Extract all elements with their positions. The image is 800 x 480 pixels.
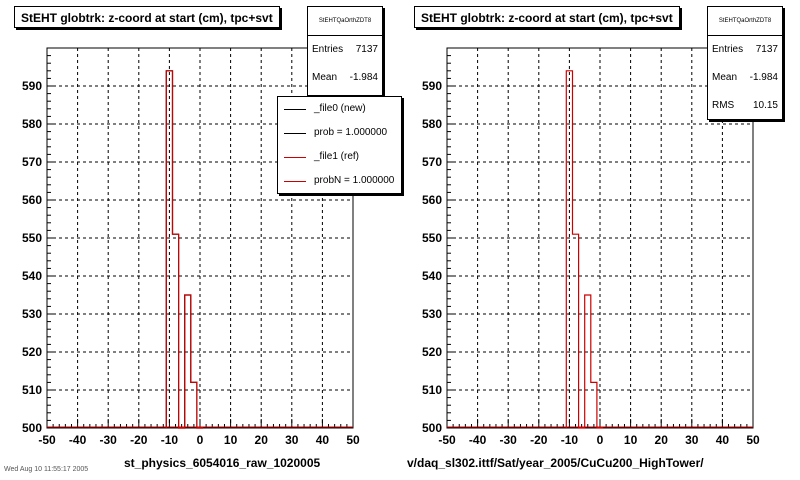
y-tick-label: 540 <box>22 269 42 283</box>
x-tick-label: -10 <box>561 433 579 447</box>
x-tick-label: -10 <box>161 433 179 447</box>
stats-mean-row: Mean -1.984 <box>708 64 782 92</box>
stats-rms-value: 10.15 <box>752 100 778 111</box>
legend-swatch-probn <box>284 181 306 182</box>
x-tick-label: 10 <box>224 433 238 447</box>
x-tick-label: -20 <box>530 433 548 447</box>
y-tick-label: 590 <box>22 79 42 93</box>
legend-label-probn: probN = 1.000000 <box>314 175 395 186</box>
x-tick-label: 20 <box>655 433 669 447</box>
stats-entries-label: Entries <box>312 44 344 55</box>
stats-rms-row: RMS 10.15 <box>708 92 782 120</box>
y-tick-label: 520 <box>22 345 42 359</box>
x-tick-label: -40 <box>69 433 87 447</box>
x-tick-label: -30 <box>500 433 518 447</box>
histogram-series-1 <box>165 70 204 429</box>
stats-rms-label: RMS <box>712 100 735 111</box>
y-tick-label: 510 <box>422 383 442 397</box>
y-tick-label: 560 <box>422 193 442 207</box>
legend-label-prob: prob = 1.000000 <box>314 127 388 138</box>
stats-mean-label: Mean <box>712 72 738 83</box>
x-tick-label: -40 <box>469 433 487 447</box>
stats-mean-value: -1.984 <box>749 72 778 83</box>
right-plot-title: StEHT globtrk: z-coord at start (cm), tp… <box>414 6 680 28</box>
y-tick-label: 560 <box>22 193 42 207</box>
stats-entries-value: 7137 <box>355 44 378 55</box>
x-tick-label: 30 <box>285 433 299 447</box>
legend-swatch-prob <box>284 133 306 134</box>
y-tick-label: 550 <box>422 231 442 245</box>
stats-entries-row: Entries 7137 <box>308 36 382 64</box>
x-tick-label: 0 <box>597 433 604 447</box>
x-tick-label: -50 <box>438 433 456 447</box>
stats-entries-label: Entries <box>712 44 744 55</box>
stats-mean-row: Mean -1.984 <box>308 64 382 92</box>
legend-swatch-file0 <box>284 109 306 110</box>
right-x-axis-title: v/daq_sl302.ittf/Sat/year_2005/CuCu200_H… <box>407 456 704 470</box>
stats-name: StEHTQaOrthZDT8 <box>708 7 782 36</box>
left-legend: _file0 (new) prob = 1.000000 _file1 (ref… <box>277 96 402 194</box>
y-tick-label: 570 <box>422 155 442 169</box>
legend-label-file0: _file0 (new) <box>314 103 366 114</box>
x-tick-label: -50 <box>38 433 56 447</box>
y-tick-label: 530 <box>22 307 42 321</box>
x-tick-label: 20 <box>255 433 269 447</box>
y-tick-label: 580 <box>22 117 42 131</box>
legend-item-probn: probN = 1.000000 <box>278 169 401 193</box>
legend-swatch-file1 <box>284 157 306 158</box>
y-tick-label: 500 <box>422 421 442 435</box>
right-histogram-plot: -50 -40 -30 -20 -10 0 10 20 30 40 50 500 510 520 530 54… <box>422 47 760 447</box>
x-tick-label: 50 <box>746 433 760 447</box>
legend-label-file1: _file1 (ref) <box>314 151 360 162</box>
y-tick-label: 590 <box>422 79 442 93</box>
stats-entries-value: 7137 <box>755 44 778 55</box>
right-stats-box: StEHTQaOrthZDT8 Entries 7137 Mean -1.984… <box>707 6 783 120</box>
y-tick-label: 510 <box>22 383 42 397</box>
histogram-series-0 <box>565 70 604 429</box>
y-tick-label: 540 <box>422 269 442 283</box>
stats-mean-label: Mean <box>312 72 338 83</box>
legend-item-file0: _file0 (new) <box>278 97 401 121</box>
left-stats-box: StEHTQaOrthZDT8 Entries 7137 Mean -1.984 <box>307 6 383 96</box>
left-histogram-plot: -50 -40 -30 -20 -10 0 10 20 30 40 50 500 510 520 530 54… <box>22 47 360 447</box>
y-tick-label: 500 <box>22 421 42 435</box>
y-tick-label: 580 <box>422 117 442 131</box>
left-plot-title: StEHT globtrk: z-coord at start (cm), tp… <box>14 6 280 28</box>
x-tick-label: 10 <box>624 433 638 447</box>
x-tick-label: 50 <box>346 433 360 447</box>
legend-item-prob: prob = 1.000000 <box>278 121 401 145</box>
stats-name: StEHTQaOrthZDT8 <box>308 7 382 36</box>
y-tick-label: 570 <box>22 155 42 169</box>
x-tick-label: -30 <box>100 433 118 447</box>
x-tick-label: -20 <box>130 433 148 447</box>
left-histogram-panel: -50 -40 -30 -20 -10 0 10 20 30 40 50 500 510 520 530 54… <box>4 6 402 473</box>
stats-entries-row: Entries 7137 <box>708 36 782 64</box>
y-tick-label: 530 <box>422 307 442 321</box>
x-tick-label: 40 <box>316 433 330 447</box>
timestamp-text: Wed Aug 10 11:55:17 2005 <box>4 466 89 473</box>
y-tick-label: 520 <box>422 345 442 359</box>
stats-mean-value: -1.984 <box>349 72 378 83</box>
x-tick-label: 0 <box>197 433 204 447</box>
x-tick-label: 40 <box>716 433 730 447</box>
left-x-axis-title: st_physics_6054016_raw_1020005 <box>124 456 321 470</box>
y-tick-label: 550 <box>22 231 42 245</box>
x-tick-label: 30 <box>685 433 699 447</box>
right-histogram-panel: -50 -40 -30 -20 -10 0 10 20 30 40 50 500 510 520 530 54… <box>400 0 800 480</box>
legend-item-file1: _file1 (ref) <box>278 145 401 169</box>
